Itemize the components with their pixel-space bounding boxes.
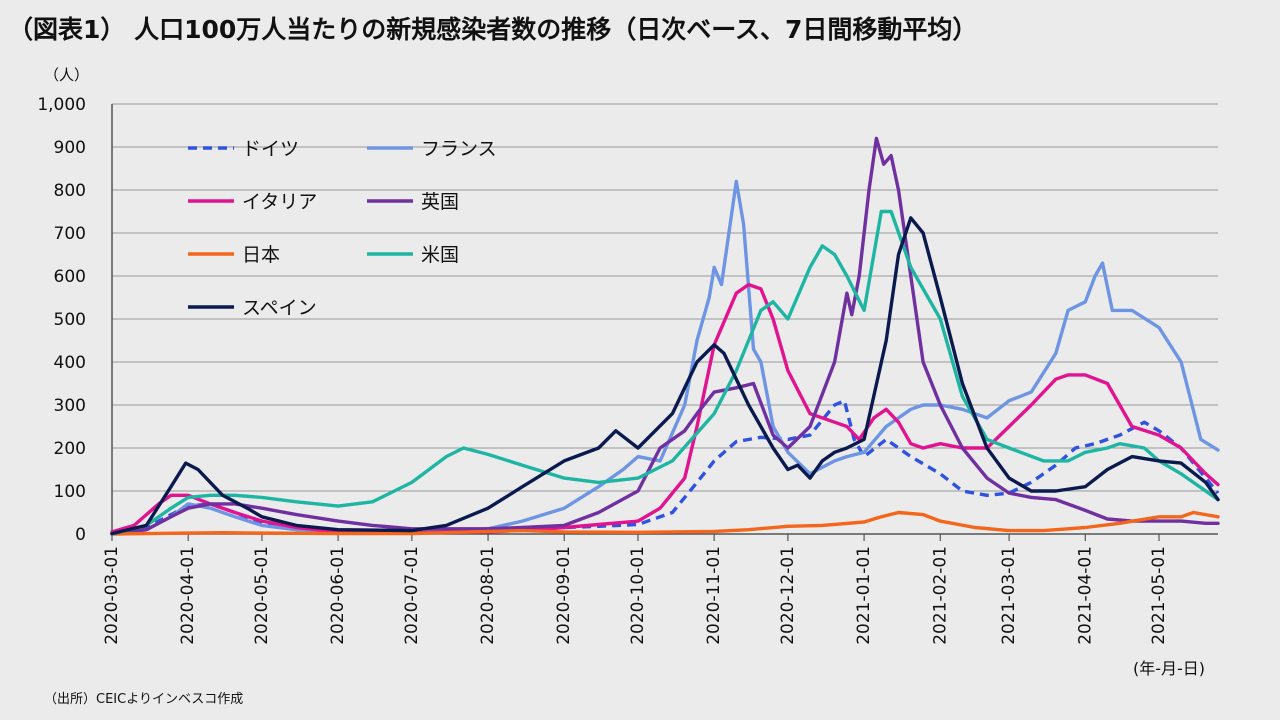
y-axis-ticks: 0 100 200 300 400 500 600 700 800 900 1,000	[37, 95, 86, 545]
gridlines	[111, 103, 1218, 535]
x-tick-label: 2020-06-01	[328, 546, 348, 645]
series-line-1	[110, 179, 1220, 536]
x-tick-label: 2020-12-01	[778, 546, 798, 645]
y-tick-label: 0	[75, 525, 86, 545]
y-tick-label: 400	[54, 353, 86, 373]
x-tick-label: 2021-05-01	[1149, 546, 1169, 645]
y-tick-label: 900	[54, 138, 86, 158]
x-tick-label: 2020-05-01	[252, 546, 272, 645]
y-tick-label: 100	[54, 482, 86, 502]
x-tick-label: 2020-03-01	[102, 546, 122, 645]
x-tick-label: 2020-11-01	[704, 546, 724, 645]
legend-label: フランス	[421, 138, 497, 160]
x-axis-ticks: 2020-03-01 2020-04-01 2020-05-01 2020-06-01…	[102, 534, 1169, 645]
series-line-6	[110, 216, 1220, 536]
x-tick-label: 2020-08-01	[478, 546, 498, 645]
legend-label: 米国	[421, 244, 459, 266]
x-axis-unit: (年-月-日)	[1133, 659, 1206, 678]
y-tick-label: 1,000	[37, 95, 86, 115]
x-tick-label: 2020-04-01	[178, 546, 198, 645]
y-tick-label: 600	[54, 267, 86, 287]
series-line-5	[110, 209, 1220, 536]
series-line-2	[110, 282, 1220, 535]
x-tick-label: 2021-04-01	[1075, 546, 1095, 645]
series-line-3	[110, 136, 1220, 536]
y-tick-label: 300	[54, 396, 86, 416]
chart-title: （図表1） 人口100万人当たりの新規感染者数の推移（日次ベース、7日間移動平均…	[8, 15, 978, 44]
x-tick-label: 2020-10-01	[628, 546, 648, 645]
x-tick-label: 2020-09-01	[554, 546, 574, 645]
legend-label: ドイツ	[242, 138, 299, 160]
x-tick-label: 2020-07-01	[402, 546, 422, 645]
legend-label: 日本	[242, 244, 280, 266]
y-tick-label: 200	[54, 439, 86, 459]
source-note: （出所）CEICよりインベスコ作成	[44, 692, 244, 707]
y-tick-label: 700	[54, 224, 86, 244]
y-tick-label: 800	[54, 181, 86, 201]
legend-label: スペイン	[242, 297, 317, 319]
legend-label: 英国	[421, 191, 459, 213]
x-tick-label: 2021-02-01	[930, 546, 950, 645]
series-line-4	[110, 510, 1220, 536]
x-tick-label: 2021-01-01	[854, 546, 874, 645]
series-lines	[110, 136, 1220, 536]
x-tick-label: 2021-03-01	[999, 546, 1019, 645]
y-axis-unit: （人）	[44, 66, 90, 84]
y-tick-label: 500	[54, 310, 86, 330]
legend-label: イタリア	[242, 191, 317, 213]
